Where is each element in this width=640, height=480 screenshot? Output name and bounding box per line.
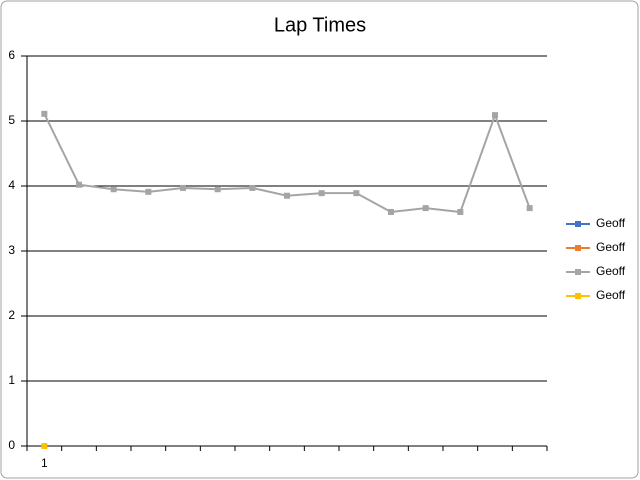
y-tick-label: 1 xyxy=(8,373,15,387)
legend-marker xyxy=(575,221,581,227)
legend-label: Geoff xyxy=(596,288,626,302)
marker xyxy=(526,205,533,212)
legend-label: Geoff xyxy=(596,264,626,278)
legend-marker xyxy=(575,245,581,251)
y-tick-label: 5 xyxy=(8,113,15,127)
marker xyxy=(492,112,498,119)
marker xyxy=(76,181,82,188)
marker xyxy=(214,186,221,193)
legend-marker xyxy=(575,269,581,275)
marker xyxy=(249,184,256,191)
y-tick-label: 6 xyxy=(8,48,15,62)
legend-label: Geoff xyxy=(596,240,626,254)
marker xyxy=(145,188,152,195)
marker xyxy=(110,186,117,193)
marker xyxy=(318,190,325,197)
legend-marker xyxy=(575,293,581,299)
marker xyxy=(284,192,290,199)
marker xyxy=(457,209,464,215)
marker xyxy=(422,205,429,212)
y-tick-label: 3 xyxy=(8,243,15,257)
marker xyxy=(180,184,186,191)
marker xyxy=(41,443,48,449)
x-tick-label: 1 xyxy=(41,456,48,470)
y-tick-label: 2 xyxy=(8,308,15,322)
chart-title: Lap Times xyxy=(274,14,366,36)
marker xyxy=(353,190,360,197)
y-tick-label: 4 xyxy=(8,178,15,192)
y-tick-label: 0 xyxy=(8,438,15,452)
marker xyxy=(41,110,48,117)
legend-label: Geoff xyxy=(596,216,626,230)
marker xyxy=(388,209,394,215)
